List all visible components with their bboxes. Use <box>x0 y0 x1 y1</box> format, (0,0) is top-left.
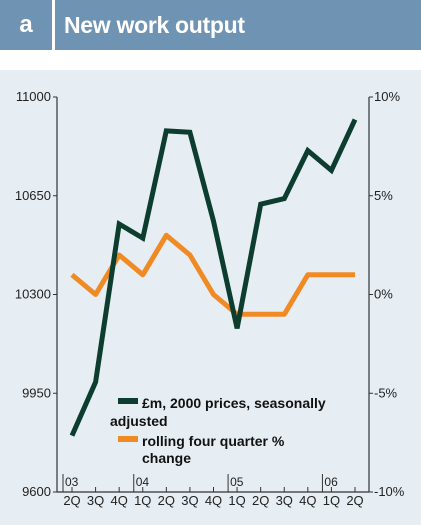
x-tick-label: 2Q <box>158 493 175 508</box>
series-line-percent-change <box>70 232 355 317</box>
left-tick-label: 11000 <box>16 89 51 104</box>
x-tick-label: 4Q <box>110 493 127 508</box>
x-tick-label: 1Q <box>228 493 245 508</box>
legend-swatch-output <box>118 398 138 404</box>
year-label: 06 <box>324 475 338 489</box>
left-tick-label: 10650 <box>15 188 51 203</box>
right-tick-label: -10% <box>374 484 405 499</box>
legend-label-percent-cont: change <box>142 450 191 466</box>
x-tick-label: 2Q <box>63 493 80 508</box>
legend-label-output: £m, 2000 prices, seasonally <box>142 395 326 411</box>
year-label: 04 <box>136 475 150 489</box>
x-tick-label: 1Q <box>134 493 151 508</box>
x-tick-label: 4Q <box>299 493 316 508</box>
panel-label: a <box>19 11 33 38</box>
legend-label-output-cont: adjusted <box>110 413 168 429</box>
right-tick-label: 10% <box>374 89 400 104</box>
right-tick-label: 0% <box>374 287 393 302</box>
x-tick-label: 2Q <box>252 493 269 508</box>
x-tick-label: 3Q <box>181 493 198 508</box>
year-label: 03 <box>65 475 79 489</box>
right-tick-label: -5% <box>374 385 398 400</box>
left-tick-label: 9950 <box>22 385 51 400</box>
left-tick-label: 10300 <box>15 287 51 302</box>
x-tick-label: 2Q <box>346 493 363 508</box>
x-tick-label: 1Q <box>323 493 340 508</box>
right-tick-label: 5% <box>374 188 393 203</box>
chart-header: a New work output <box>0 0 421 50</box>
series-line-output <box>69 118 358 437</box>
year-label: 05 <box>230 475 244 489</box>
x-tick-label: 3Q <box>276 493 293 508</box>
x-tick-label: 4Q <box>205 493 222 508</box>
left-tick-label: 9600 <box>22 484 51 499</box>
header-divider <box>52 0 55 50</box>
chart-title: New work output <box>64 11 245 38</box>
legend-label-percent: rolling four quarter % <box>142 433 285 449</box>
x-tick-label: 3Q <box>87 493 104 508</box>
legend-swatch-percent <box>118 436 138 442</box>
